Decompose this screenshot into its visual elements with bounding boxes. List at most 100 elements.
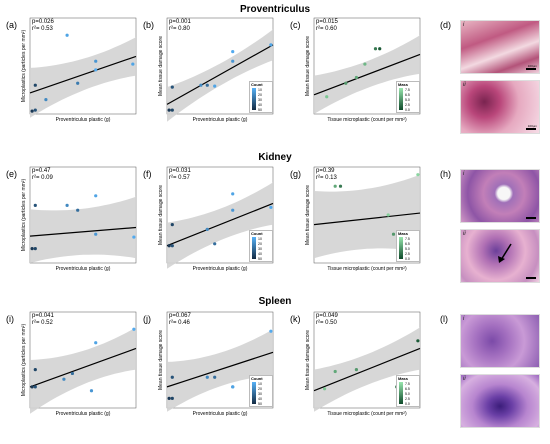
micrograph-image: ii <box>460 229 540 283</box>
regression-line <box>29 226 137 237</box>
y-axis-label: Mean tissue damage score <box>158 35 164 97</box>
data-point <box>391 232 396 236</box>
micrograph-tag: i <box>463 316 465 322</box>
chart-panel-a: (a) p=0.026 r²= 0.53 Proventriculus plastic… <box>6 14 138 132</box>
count-legend: Count 10 20 30 40 50 <box>249 81 273 113</box>
legend-tick: 40 <box>258 103 262 107</box>
data-point <box>94 68 98 72</box>
scale-bar <box>526 128 536 130</box>
panel-label: (e) <box>6 169 17 179</box>
y-axis-label: Microplastics (particles per mm²) <box>21 29 27 103</box>
data-point <box>170 85 174 89</box>
x-axis-label: Proventriculus plastic (g) <box>192 266 248 272</box>
data-point <box>386 213 390 217</box>
stats-annotation: p=0.026 r²= 0.53 <box>32 19 54 33</box>
scatter-plot-svg <box>29 311 137 414</box>
confidence-band <box>30 37 136 118</box>
confidence-band <box>167 329 273 412</box>
data-point <box>213 375 217 379</box>
data-point <box>30 385 34 389</box>
stat-line: p=0.067 <box>169 313 191 319</box>
data-point <box>333 184 337 188</box>
chart-panel-i: (i) p=0.041 r²= 0.52 Proventriculus plastic… <box>6 308 138 426</box>
micrograph-panel-l: (l) i ii <box>440 308 548 440</box>
legend-title: Count <box>251 376 263 381</box>
legend-tick: 2.5 <box>405 252 410 256</box>
stat-line: r²= 0.09 <box>32 175 53 181</box>
stats-annotation: p=0.39 r²= 0.13 <box>316 168 337 182</box>
x-axis-label: Proventriculus plastic (g) <box>192 411 248 417</box>
stat-line: p=0.031 <box>169 168 191 174</box>
legend-tick: 7.5 <box>405 237 410 241</box>
stat-line: p=0.049 <box>316 313 338 319</box>
count-legend: Count 10 20 30 40 50 <box>249 375 273 407</box>
legend-tick: 30 <box>258 247 262 251</box>
panel-label-d: (d) <box>440 20 451 30</box>
data-point <box>231 385 235 389</box>
data-point <box>30 247 34 251</box>
data-point <box>231 192 235 196</box>
data-point <box>167 108 171 112</box>
regression-line <box>29 347 137 388</box>
data-point <box>231 50 235 54</box>
arrow-icon <box>498 243 512 263</box>
legend-tick: 2.5 <box>405 103 410 107</box>
micrograph-tag: i <box>463 171 465 177</box>
regression-line <box>166 44 274 105</box>
micrograph-panel-d: (d) i 100µm ii 100µm <box>440 14 548 142</box>
data-point <box>94 341 98 345</box>
data-point <box>76 208 80 212</box>
y-axis-label: Microplastics (particles per mm²) <box>21 178 27 252</box>
micrograph-image: i <box>460 169 540 223</box>
data-point <box>205 227 209 231</box>
mass-legend: Mass 7.5 6.5 5.0 2.5 0.0 <box>396 230 420 262</box>
micrograph-image: ii <box>460 374 540 428</box>
stat-line: r²= 0.46 <box>169 320 190 326</box>
data-point <box>170 223 174 227</box>
legend-tick: 50 <box>258 108 262 112</box>
data-point <box>269 205 273 209</box>
regression-line <box>313 53 421 96</box>
data-point <box>378 47 382 51</box>
legend-tick: 7.5 <box>405 382 410 386</box>
y-axis-label: Mean tissue damage score <box>158 184 164 246</box>
legend-tick: 5.0 <box>405 392 410 396</box>
legend-colorbar <box>399 237 403 259</box>
data-point <box>70 371 74 376</box>
legend-tick: 10 <box>258 88 262 92</box>
data-point <box>33 83 37 87</box>
data-point <box>94 59 98 63</box>
panel-label: (k) <box>290 314 301 324</box>
data-point <box>62 377 66 381</box>
stat-line: p=0.026 <box>32 19 54 25</box>
legend-tick: 30 <box>258 98 262 102</box>
chart-panel-e: (e) p=0.47 r²= 0.09 Proventriculus plastic … <box>6 163 138 281</box>
data-point <box>170 396 174 400</box>
panel-label-h: (h) <box>440 169 451 179</box>
data-point <box>131 62 135 66</box>
x-axis-label: Proventriculus plastic (g) <box>55 266 111 272</box>
stat-line: r²= 0.80 <box>169 26 190 32</box>
regression-line <box>313 212 421 226</box>
data-point <box>205 375 209 379</box>
scatter-plot-svg <box>29 17 137 118</box>
micrograph-tag: ii <box>463 231 466 237</box>
scatter-plot-svg <box>29 166 137 264</box>
stat-line: p=0.39 <box>316 168 335 174</box>
stats-annotation: p=0.001 r²= 0.80 <box>169 19 191 33</box>
legend-tick: 0.0 <box>405 108 410 112</box>
legend-tick: 20 <box>258 93 262 97</box>
legend-tick: 5.0 <box>405 98 410 102</box>
legend-tick: 20 <box>258 242 262 246</box>
legend-tick: 5.0 <box>405 247 410 251</box>
legend-tick: 30 <box>258 392 262 396</box>
legend-title: Count <box>251 82 263 87</box>
scatter-plot-svg <box>166 311 274 412</box>
panel-label: (j) <box>143 314 151 324</box>
x-axis-label: Tissue microplastic (count per mm²) <box>327 266 407 272</box>
data-point <box>132 327 136 331</box>
regression-line <box>313 347 421 392</box>
chart-panel-g: (g) p=0.39 r²= 0.13 Tissue microplastic (co… <box>290 163 422 281</box>
panel-label: (i) <box>6 314 14 324</box>
chart-panel-c: (c) p=0.015 r²= 0.60 Tissue microplastic (c… <box>290 14 422 132</box>
